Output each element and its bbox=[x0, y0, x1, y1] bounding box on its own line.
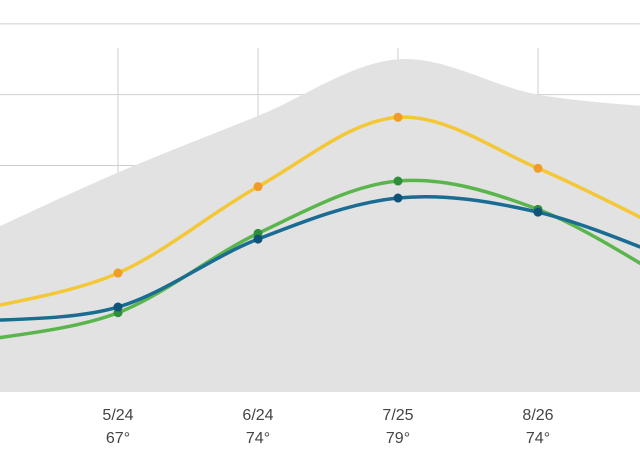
series-point-2 bbox=[533, 207, 543, 217]
series-point-0 bbox=[113, 268, 123, 278]
x-tick-label-temp: 74° bbox=[246, 430, 270, 447]
series-point-0 bbox=[253, 182, 263, 192]
x-tick-label-date: 6/24 bbox=[242, 407, 273, 424]
series-point-0 bbox=[533, 163, 543, 173]
x-tick-label-temp: 67° bbox=[106, 430, 130, 447]
series-point-0 bbox=[393, 112, 403, 122]
series-point-2 bbox=[253, 234, 263, 244]
series-layer bbox=[0, 112, 640, 340]
series-point-2 bbox=[393, 193, 403, 203]
band-layer bbox=[0, 59, 640, 392]
x-tick-label-temp: 74° bbox=[526, 430, 550, 447]
x-axis-labels: 5/24 67° 6/24 74° 7/25 79° 8/26 74° bbox=[102, 407, 553, 447]
range-band-area bbox=[0, 59, 640, 392]
x-tick-label-date: 7/25 bbox=[382, 407, 413, 424]
series-point-2 bbox=[113, 302, 123, 312]
series-point-1 bbox=[393, 176, 403, 186]
series-line-0 bbox=[0, 115, 640, 307]
x-tick-label-temp: 79° bbox=[386, 430, 410, 447]
x-tick-label-date: 8/26 bbox=[522, 407, 553, 424]
series-line-2 bbox=[0, 195, 640, 322]
x-tick-label-date: 5/24 bbox=[102, 407, 133, 424]
